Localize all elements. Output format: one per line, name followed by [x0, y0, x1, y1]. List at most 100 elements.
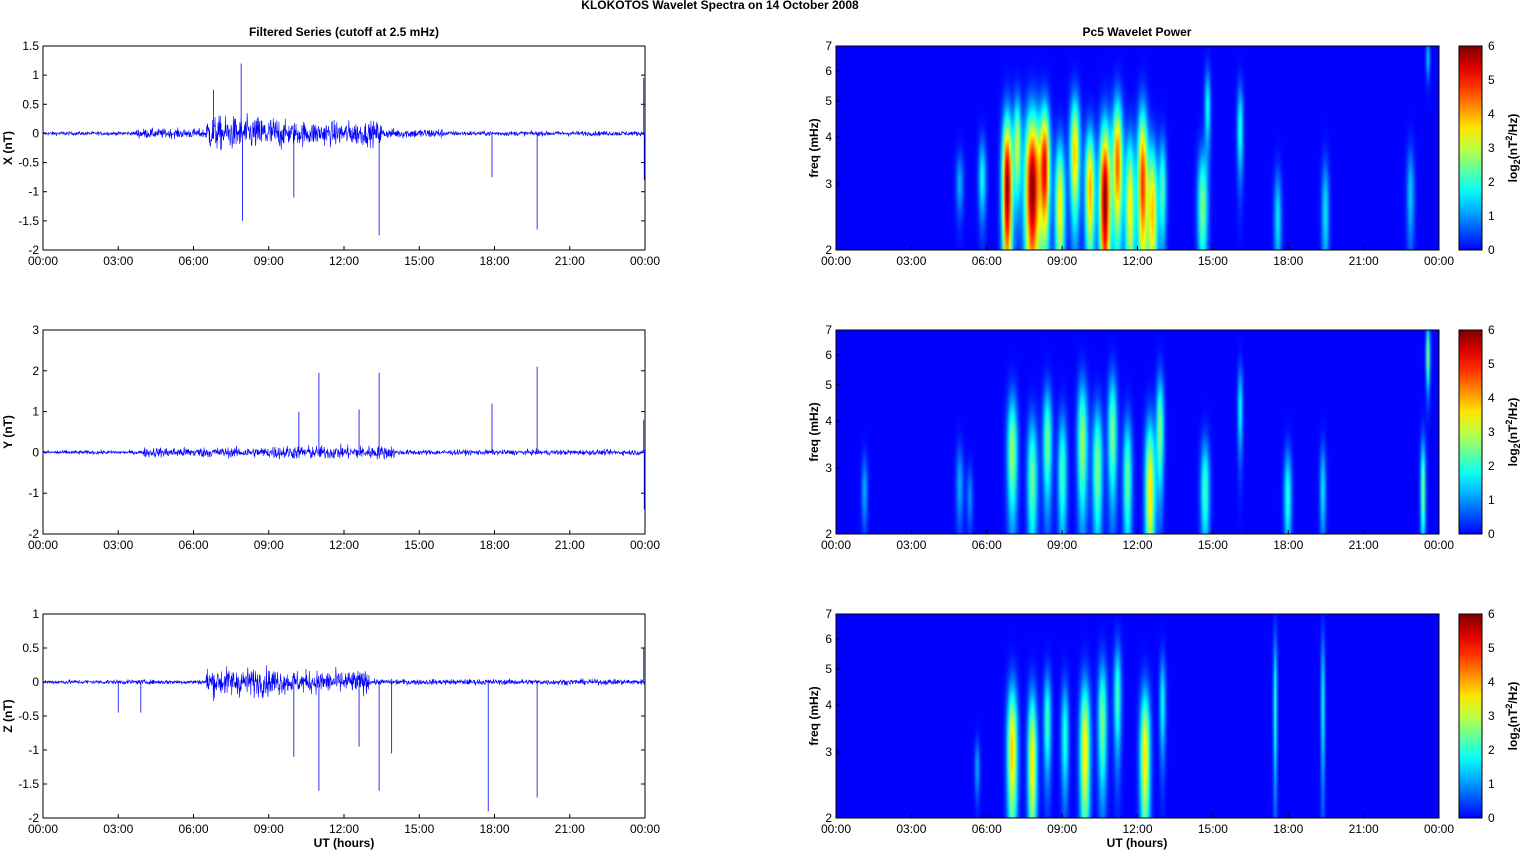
colorbar-3-tick-label: 0 [1488, 811, 1495, 825]
z-panel-trace [42, 665, 646, 702]
x-panel-ytick-label: 1 [32, 68, 39, 82]
colorbar-3 [1458, 613, 1483, 819]
y-panel-trace [42, 443, 646, 460]
z-panel-ytick-label: -2 [28, 811, 39, 825]
wavelet-x-panel-xtick-label: 12:00 [1122, 254, 1152, 268]
wavelet-x-panel-xtick-label: 21:00 [1349, 254, 1379, 268]
wavelet-z-panel-ytick-label: 4 [825, 698, 832, 712]
colorbar-1-tick-label: 6 [1488, 39, 1495, 53]
y-panel-xtick-label: 00:00 [28, 538, 58, 552]
x-panel-xtick-label: 00:00 [28, 254, 58, 268]
wavelet-y-panel-xtick-label: 18:00 [1273, 538, 1303, 552]
colorbar-2-tick-label: 3 [1488, 425, 1495, 439]
wavelet-z-xlabel: UT (hours) [1107, 836, 1168, 850]
wavelet-z-panel-xtick-label: 03:00 [896, 822, 926, 836]
wavelet-y-panel-xtick-label: 03:00 [896, 538, 926, 552]
wavelet-z-panel-xtick-label: 18:00 [1273, 822, 1303, 836]
wavelet-z-panel-ytick-label: 7 [825, 607, 832, 621]
y-panel-ytick-label: 3 [32, 323, 39, 337]
x-panel-xtick-label: 18:00 [479, 254, 509, 268]
colorbar-3-tick-label: 4 [1488, 675, 1495, 689]
colorbar-2-tick-label: 4 [1488, 391, 1495, 405]
wavelet-z-panel-ytick-label: 5 [825, 662, 832, 676]
wavelet-y-panel-xtick-label: 12:00 [1122, 538, 1152, 552]
colorbar-2-tick-label: 5 [1488, 357, 1495, 371]
colorbar-3-tick-label: 6 [1488, 607, 1495, 621]
colorbar-1-tick-label: 0 [1488, 243, 1495, 257]
wavelet-x-panel-xtick-label: 06:00 [972, 254, 1002, 268]
z-panel-xtick-label: 18:00 [479, 822, 509, 836]
z-panel-ytick-label: 0 [32, 675, 39, 689]
wavelet-y-panel-heatmap [836, 330, 1439, 534]
wavelet-y-panel-ytick-label: 3 [825, 461, 832, 475]
z-panel-axes [42, 613, 646, 819]
x-panel-ytick-label: 1.5 [22, 39, 39, 53]
x-panel-ylabel: X (nT) [1, 131, 15, 165]
wavelet-x-panel-ytick-label: 3 [825, 177, 832, 191]
colorbar-1-tick-label: 1 [1488, 209, 1495, 223]
x-panel-ytick-label: 0 [32, 126, 39, 140]
z-panel-xtick-label: 03:00 [103, 822, 133, 836]
y-panel-xtick-label: 18:00 [479, 538, 509, 552]
wavelet-x-panel-xtick-label: 00:00 [1424, 254, 1454, 268]
colorbar-3-tick-label: 3 [1488, 709, 1495, 723]
wavelet-y-panel-ytick-label: 7 [825, 323, 832, 337]
y-panel-ytick-label: 1 [32, 405, 39, 419]
wavelet-z-panel-xtick-label: 21:00 [1349, 822, 1379, 836]
y-panel-ytick-label: 2 [32, 364, 39, 378]
x-panel-ytick-label: -2 [28, 243, 39, 257]
wavelet-y-ylabel: freq (mHz) [807, 402, 821, 461]
y-panel-xtick-label: 15:00 [404, 538, 434, 552]
figure-title: KLOKOTOS Wavelet Spectra on 14 October 2… [581, 0, 859, 12]
wavelet-z-panel-ytick-label: 6 [825, 632, 832, 646]
wavelet-z-panel-ytick-label: 2 [825, 811, 832, 825]
y-panel-xtick-label: 06:00 [178, 538, 208, 552]
wavelet-y-panel-xtick-label: 06:00 [972, 538, 1002, 552]
wavelet-z-panel-xtick-label: 12:00 [1122, 822, 1152, 836]
z-panel-xtick-label: 00:00 [28, 822, 58, 836]
z-panel-ytick-label: -0.5 [18, 709, 39, 723]
y-panel-ytick-label: 0 [32, 445, 39, 459]
z-panel-ytick-label: 1 [32, 607, 39, 621]
z-panel-xtick-label: 12:00 [329, 822, 359, 836]
wavelet-y-panel-xtick-label: 21:00 [1349, 538, 1379, 552]
x-panel-ytick-label: -1.5 [18, 214, 39, 228]
y-panel-axes [42, 329, 646, 535]
wavelet-panel-title: Pc5 Wavelet Power [1083, 25, 1192, 39]
colorbar-1-tick-label: 2 [1488, 175, 1495, 189]
x-panel-xtick-label: 21:00 [555, 254, 585, 268]
wavelet-z-panel-xtick-label: 00:00 [821, 822, 851, 836]
z-panel-ylabel: Z (nT) [1, 699, 15, 732]
colorbar-3-tick-label: 5 [1488, 641, 1495, 655]
wavelet-y-panel-xtick-label: 00:00 [1424, 538, 1454, 552]
wavelet-y-panel-xtick-label: 09:00 [1047, 538, 1077, 552]
x-panel-ytick-label: -0.5 [18, 156, 39, 170]
wavelet-x-panel-xtick-label: 00:00 [821, 254, 851, 268]
colorbar-2-tick-label: 2 [1488, 459, 1495, 473]
z-panel-xtick-label: 09:00 [254, 822, 284, 836]
y-panel-xtick-label: 21:00 [555, 538, 585, 552]
wavelet-y-panel-xtick-label: 15:00 [1198, 538, 1228, 552]
wavelet-y-panel-ytick-label: 2 [825, 527, 832, 541]
x-panel-xtick-label: 12:00 [329, 254, 359, 268]
colorbar-3-tick-label: 2 [1488, 743, 1495, 757]
y-panel-xtick-label: 00:00 [630, 538, 660, 552]
x-panel-xtick-label: 00:00 [630, 254, 660, 268]
colorbar-2-tick-label: 6 [1488, 323, 1495, 337]
wavelet-y-panel-ytick-label: 5 [825, 378, 832, 392]
x-panel-xtick-label: 03:00 [103, 254, 133, 268]
colorbar-3-tick-label: 1 [1488, 777, 1495, 791]
y-panel-xtick-label: 12:00 [329, 538, 359, 552]
colorbar-2 [1458, 329, 1483, 535]
z-panel-xtick-label: 06:00 [178, 822, 208, 836]
x-panel-ytick-label: 0.5 [22, 97, 39, 111]
x-panel-title: Filtered Series (cutoff at 2.5 mHz) [249, 25, 439, 39]
z-panel-xtick-label: 00:00 [630, 822, 660, 836]
wavelet-y-panel-xtick-label: 00:00 [821, 538, 851, 552]
colorbar-2-tick-label: 0 [1488, 527, 1495, 541]
x-panel-xtick-label: 15:00 [404, 254, 434, 268]
colorbar-1-tick-label: 3 [1488, 141, 1495, 155]
z-panel-ytick-label: -1.5 [18, 777, 39, 791]
y-panel-xtick-label: 09:00 [254, 538, 284, 552]
colorbar-1-tick-label: 5 [1488, 73, 1495, 87]
